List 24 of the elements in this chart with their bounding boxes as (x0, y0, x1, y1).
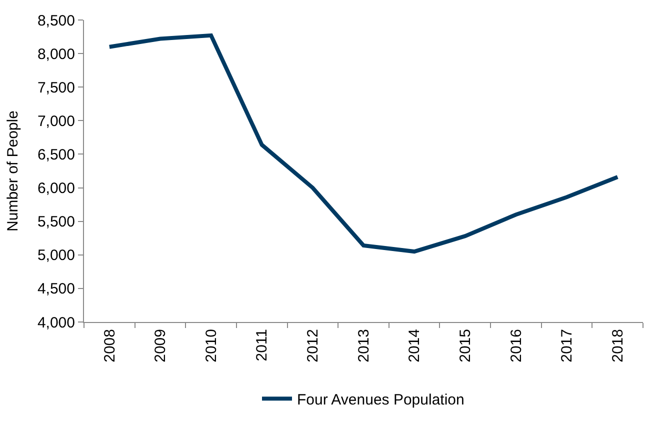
y-tick-label: 8,000 (37, 46, 75, 63)
x-tick-label: 2015 (457, 329, 474, 362)
x-tick-label: 2011 (254, 329, 271, 362)
y-tick-label: 7,500 (37, 79, 75, 96)
y-tick-label: 4,500 (37, 280, 75, 298)
x-tick-label: 2010 (202, 329, 220, 362)
legend-label: Four Avenues Population (297, 392, 464, 408)
y-tick-label: 5,000 (37, 247, 75, 264)
line-series (107, 33, 620, 254)
x-tick-label: 2013 (355, 329, 372, 362)
x-tick-label: 2009 (152, 329, 170, 362)
y-tick-label: 5,500 (37, 214, 75, 231)
y-tick-label: 7,000 (37, 112, 75, 130)
y-tick-label: 4,000 (37, 314, 75, 332)
x-tick-label: 2012 (304, 329, 322, 362)
y-tick-label: 6,000 (37, 180, 75, 198)
x-tick-label: 2018 (609, 329, 626, 362)
x-tick-label: 2017 (558, 329, 576, 362)
x-tick-label: 2014 (406, 329, 424, 362)
y-axis-title: Number of People (4, 110, 22, 232)
x-tick-label: 2008 (101, 329, 118, 362)
y-tick-label: 6,500 (37, 146, 75, 164)
x-tick-label: 2016 (508, 329, 525, 362)
y-tick-label: 8,500 (37, 12, 75, 30)
